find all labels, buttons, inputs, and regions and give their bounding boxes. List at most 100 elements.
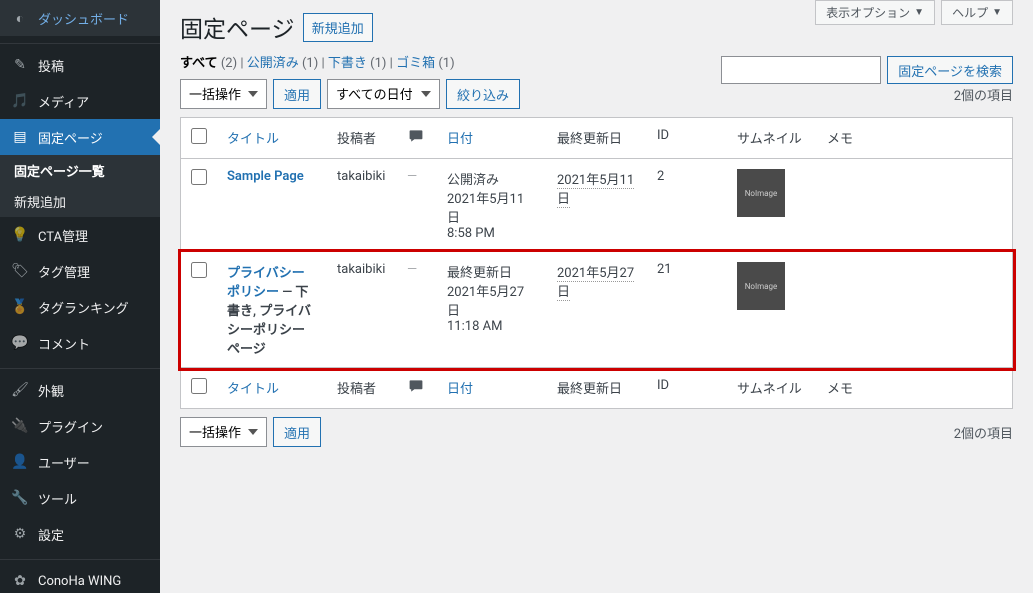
items-count-bottom: 2個の項目 (954, 423, 1013, 442)
submenu-page-new[interactable]: 新規追加 (0, 186, 160, 217)
brush-icon: 🖌 (10, 380, 30, 400)
row-comments: — (407, 169, 417, 184)
settings-icon: ⚙ (10, 524, 30, 544)
col-date[interactable]: 日付 (437, 368, 547, 409)
menu-label: タグ管理 (38, 262, 90, 281)
bulk-apply-button-bottom[interactable]: 適用 (273, 417, 321, 447)
filter-published-count: (1) (302, 56, 318, 71)
screen-options-label: 表示オプション (826, 4, 910, 21)
menu-appearance[interactable]: 🖌 外観 (0, 372, 160, 408)
menu-label: コメント (38, 334, 90, 353)
tablenav-bottom: 一括操作 適用 2個の項目 (180, 417, 1013, 447)
dashboard-icon: ◐ (10, 8, 30, 28)
menu-settings[interactable]: ⚙ 設定 (0, 516, 160, 552)
col-title[interactable]: タイトル (217, 118, 327, 159)
menu-label: CTA管理 (38, 226, 88, 245)
menu-tag-ranking[interactable]: 🏅タグランキング (0, 289, 160, 325)
admin-sidebar: ◐ダッシュボード ✎ 投稿 🎵 メディア ▤ 固定ページ 固定ページ一覧 新規追加 💡… (0, 0, 160, 593)
thumbnail-noimage: NoImage (737, 262, 785, 310)
menu-label: 投稿 (38, 56, 64, 75)
menu-label: 外観 (38, 381, 64, 400)
col-thumbnail: サムネイル (727, 118, 817, 159)
pin-icon: ✎ (10, 55, 30, 75)
menu-cta[interactable]: 💡 CTA管理 (0, 217, 160, 253)
menu-separator (0, 555, 160, 560)
select-all-checkbox-bottom[interactable] (191, 378, 207, 394)
menu-label: 固定ページ (38, 128, 103, 147)
row-checkbox[interactable] (191, 262, 207, 278)
tool-icon: 🔧 (10, 488, 30, 508)
menu-label: プラグイン (38, 417, 103, 436)
col-comments[interactable] (397, 368, 437, 409)
select-all-checkbox[interactable] (191, 128, 207, 144)
menu-label: メディア (38, 92, 89, 111)
plugin-icon: 🔌 (10, 416, 30, 436)
filter-trash[interactable]: ゴミ箱 (396, 56, 435, 71)
help-button[interactable]: ヘルプ ▼ (941, 0, 1013, 25)
bulk-action-select-bottom[interactable]: 一括操作 (180, 417, 267, 447)
menu-label: ConoHa WING (38, 574, 121, 589)
submenu-page-list[interactable]: 固定ページ一覧 (0, 155, 160, 186)
filter-trash-count: (1) (438, 56, 454, 71)
menu-posts[interactable]: ✎ 投稿 (0, 47, 160, 83)
menu-dashboard[interactable]: ◐ダッシュボード (0, 0, 160, 36)
col-modified: 最終更新日 (547, 368, 647, 409)
col-thumbnail: サムネイル (727, 368, 817, 409)
comment-bubble-icon (407, 128, 425, 144)
row-date: 公開済み2021年5月11日8:58 PM (437, 159, 547, 252)
col-modified: 最終更新日 (547, 118, 647, 159)
bulk-action-select[interactable]: 一括操作 (180, 79, 267, 109)
filter-all[interactable]: すべて (180, 56, 218, 71)
col-memo: メモ (817, 368, 1013, 409)
row-modified: 2021年5月27日 (547, 252, 647, 368)
filter-all-count: (2) (221, 56, 237, 71)
media-icon: 🎵 (10, 91, 30, 111)
bulb-icon: 💡 (10, 225, 30, 245)
row-date: 最終更新日2021年5月27日11:18 AM (437, 252, 547, 368)
row-author: takaibiki (327, 159, 397, 252)
menu-pages[interactable]: ▤ 固定ページ (0, 119, 160, 155)
comment-icon: 💬 (10, 333, 30, 353)
add-new-button[interactable]: 新規追加 (303, 13, 373, 42)
filter-draft[interactable]: 下書き (328, 56, 367, 71)
menu-tools[interactable]: 🔧 ツール (0, 480, 160, 516)
comment-bubble-icon (407, 378, 425, 394)
menu-conoha[interactable]: ✿ConoHa WING (0, 563, 160, 593)
row-title-link[interactable]: Sample Page (227, 169, 304, 184)
date-filter-select[interactable]: すべての日付 (327, 79, 440, 109)
col-comments[interactable] (397, 118, 437, 159)
table-row: プライバシーポリシー — 下書き, プライバシーポリシーページ takaibik… (181, 252, 1013, 368)
search-input[interactable] (721, 56, 881, 84)
help-label: ヘルプ (952, 4, 988, 21)
chevron-down-icon: ▼ (914, 7, 924, 18)
tag-icon: 🏷 (10, 261, 30, 281)
menu-label: 設定 (38, 525, 64, 544)
chevron-down-icon: ▼ (992, 7, 1002, 18)
main-content: 表示オプション▼ ヘルプ▼ 固定ページ 新規追加 すべて (2) | 公開済み … (160, 0, 1033, 593)
filter-button[interactable]: 絞り込み (446, 79, 520, 109)
row-author: takaibiki (327, 252, 397, 368)
menu-comments[interactable]: 💬 コメント (0, 325, 160, 361)
items-count: 2個の項目 (954, 85, 1013, 104)
screen-options-button[interactable]: 表示オプション ▼ (815, 0, 935, 25)
menu-tag[interactable]: 🏷 タグ管理 (0, 253, 160, 289)
bulk-apply-button[interactable]: 適用 (273, 79, 321, 109)
screen-meta-links: 表示オプション ▼ ヘルプ ▼ (815, 0, 1013, 25)
menu-label: ツール (38, 489, 77, 508)
col-date[interactable]: 日付 (437, 118, 547, 159)
search-box: 固定ページを検索 (721, 56, 1013, 84)
row-modified: 2021年5月11日 (547, 159, 647, 252)
search-button[interactable]: 固定ページを検索 (887, 56, 1013, 84)
row-comments: — (407, 262, 417, 277)
row-checkbox[interactable] (191, 169, 207, 185)
menu-plugins[interactable]: 🔌 プラグイン (0, 408, 160, 444)
menu-media[interactable]: 🎵 メディア (0, 83, 160, 119)
row-id: 21 (647, 252, 727, 368)
menu-users[interactable]: 👤ユーザー (0, 444, 160, 480)
col-title[interactable]: タイトル (217, 368, 327, 409)
thumbnail-noimage: NoImage (737, 169, 785, 217)
filter-published[interactable]: 公開済み (247, 56, 299, 71)
col-author: 投稿者 (327, 118, 397, 159)
page-icon: ▤ (10, 127, 30, 147)
user-icon: 👤 (10, 452, 30, 472)
